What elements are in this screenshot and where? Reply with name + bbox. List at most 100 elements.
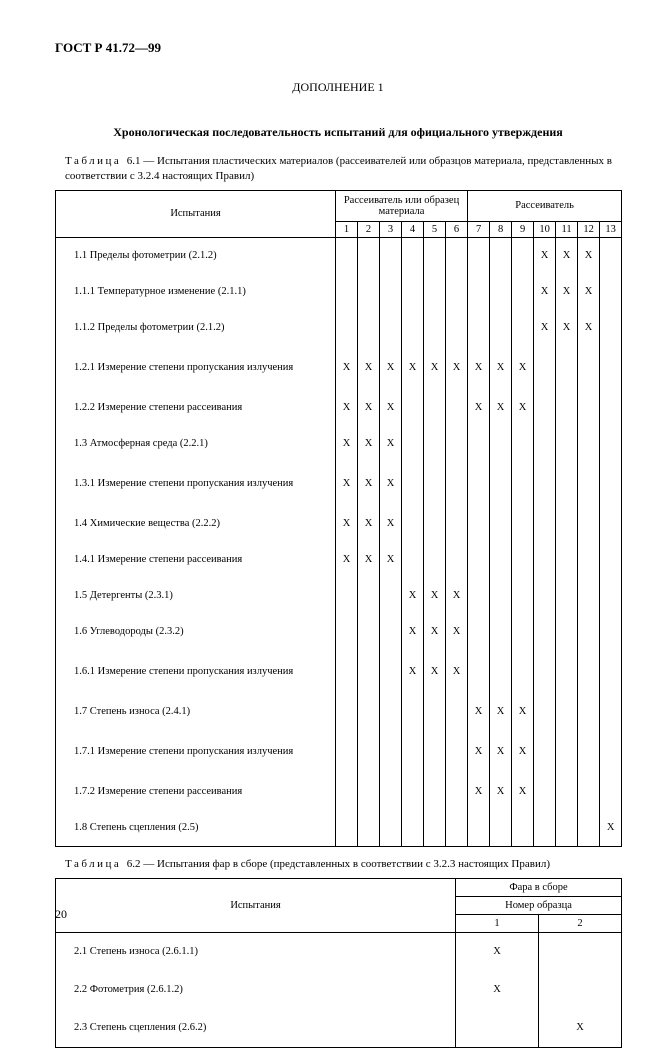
cell: X (424, 650, 446, 694)
cell: X (336, 506, 358, 542)
cell: X (556, 237, 578, 274)
cell (424, 694, 446, 730)
cell (402, 237, 424, 274)
cell (468, 542, 490, 578)
row-label: 1.5 Детергенты (2.3.1) (56, 578, 336, 614)
cell (534, 542, 556, 578)
cell (468, 462, 490, 506)
cell (578, 346, 600, 390)
cell (490, 310, 512, 346)
cell (512, 578, 534, 614)
table-row: 1.5 Детергенты (2.3.1)XXX (56, 578, 622, 614)
cell (600, 506, 622, 542)
table-row: 1.7.1 Измерение степени пропускания излу… (56, 730, 622, 774)
table-row: 1.6 Углеводороды (2.3.2)XXX (56, 614, 622, 650)
cell (380, 578, 402, 614)
cell (556, 650, 578, 694)
cell: X (380, 346, 402, 390)
cell (468, 810, 490, 847)
cell (446, 810, 468, 847)
cell (424, 426, 446, 462)
cell (512, 506, 534, 542)
cell (534, 390, 556, 426)
table1-colnum: 4 (402, 221, 424, 237)
cell: X (336, 390, 358, 426)
table1-col-group1: Рассеиватель или образец материала (336, 190, 468, 221)
table1-colnum: 1 (336, 221, 358, 237)
cell: X (380, 426, 402, 462)
cell (336, 694, 358, 730)
cell (402, 810, 424, 847)
cell: X (468, 774, 490, 810)
row-label: 1.3.1 Измерение степени пропускания излу… (56, 462, 336, 506)
cell (539, 932, 622, 971)
cell (468, 650, 490, 694)
cell: X (424, 614, 446, 650)
cell (468, 274, 490, 310)
cell: X (446, 614, 468, 650)
row-label: 1.8 Степень сцепления (2.5) (56, 810, 336, 847)
table1-colnum: 11 (556, 221, 578, 237)
cell (358, 237, 380, 274)
table-row: 2.3 Степень сцепления (2.6.2)X (56, 1009, 622, 1048)
cell (556, 730, 578, 774)
cell (456, 1009, 539, 1048)
cell (402, 390, 424, 426)
cell (534, 578, 556, 614)
table1-colnum: 6 (446, 221, 468, 237)
row-label: 1.6 Углеводороды (2.3.2) (56, 614, 336, 650)
cell (424, 237, 446, 274)
row-label: 1.4 Химические вещества (2.2.2) (56, 506, 336, 542)
cell: X (490, 346, 512, 390)
cell (336, 614, 358, 650)
cell (380, 650, 402, 694)
cell (424, 390, 446, 426)
supplement-title: ДОПОЛНЕНИЕ 1 (55, 80, 621, 95)
cell (534, 462, 556, 506)
table2-colnum: 1 (456, 914, 539, 932)
cell (600, 578, 622, 614)
cell (600, 650, 622, 694)
cell: X (556, 310, 578, 346)
cell: X (402, 650, 424, 694)
cell (556, 774, 578, 810)
table-row: 1.4.1 Измерение степени рассеиванияXXX (56, 542, 622, 578)
cell (380, 694, 402, 730)
table-row: 1.7 Степень износа (2.4.1)XXX (56, 694, 622, 730)
cell: X (456, 971, 539, 1009)
table1-colnum: 9 (512, 221, 534, 237)
table1-colnum: 10 (534, 221, 556, 237)
cell (446, 774, 468, 810)
cell: X (534, 237, 556, 274)
cell (600, 462, 622, 506)
cell: X (468, 346, 490, 390)
cell: X (358, 462, 380, 506)
cell (490, 650, 512, 694)
table1-caption: Таблица 6.1 — Испытания пластических мат… (65, 154, 621, 184)
cell (578, 426, 600, 462)
row-label: 1.7.2 Измерение степени рассеивания (56, 774, 336, 810)
cell (402, 426, 424, 462)
table-row: 1.1.1 Температурное изменение (2.1.1)XXX (56, 274, 622, 310)
cell: X (336, 346, 358, 390)
cell (512, 650, 534, 694)
cell (380, 237, 402, 274)
cell (336, 237, 358, 274)
cell: X (424, 346, 446, 390)
cell (358, 774, 380, 810)
cell (512, 310, 534, 346)
cell: X (358, 542, 380, 578)
cell: X (578, 310, 600, 346)
cell (358, 614, 380, 650)
cell (380, 774, 402, 810)
cell (534, 774, 556, 810)
cell (490, 506, 512, 542)
cell (402, 774, 424, 810)
table-row: 1.3.1 Измерение степени пропускания излу… (56, 462, 622, 506)
cell (600, 542, 622, 578)
cell (336, 730, 358, 774)
cell: X (424, 578, 446, 614)
cell (446, 730, 468, 774)
cell (539, 971, 622, 1009)
cell (578, 614, 600, 650)
